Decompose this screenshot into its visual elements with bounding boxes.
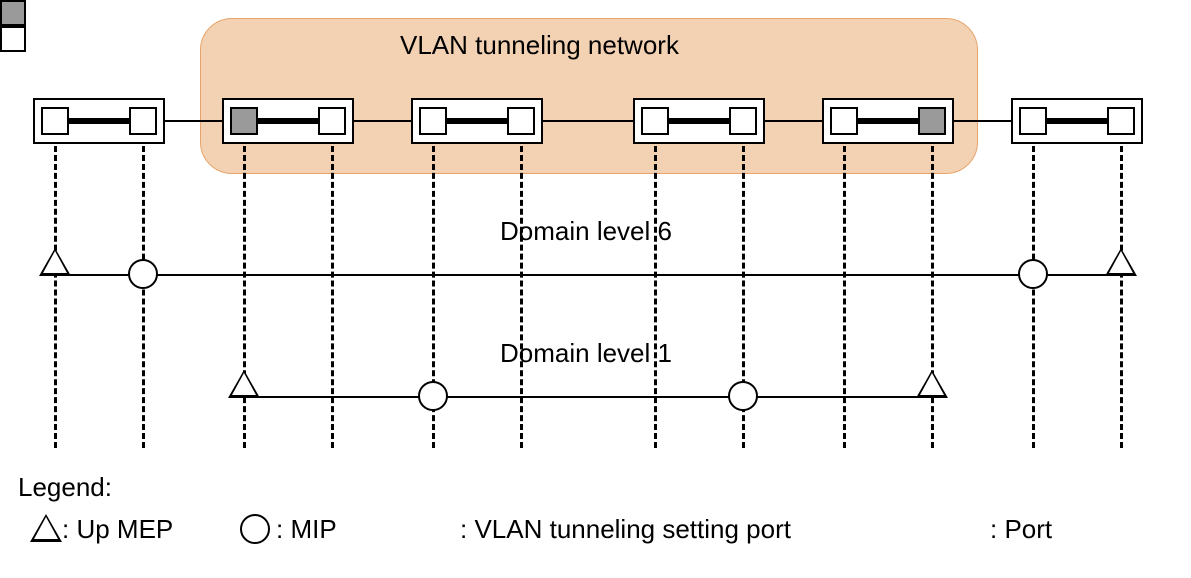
vlan-port (918, 107, 946, 135)
legend-port-icon (0, 26, 26, 52)
port (507, 107, 535, 135)
device-bridge (258, 118, 318, 124)
port (419, 107, 447, 135)
domain-line (55, 274, 1121, 276)
port (1107, 107, 1135, 135)
legend-mip-label: : MIP (276, 514, 337, 545)
guideline (654, 146, 657, 448)
link (165, 120, 222, 122)
guideline (54, 146, 57, 448)
link (765, 120, 822, 122)
port (318, 107, 346, 135)
up-mep-marker (228, 370, 260, 398)
link (543, 120, 633, 122)
diagram-canvas: VLAN tunneling network Domain level 6 Doma… (0, 0, 1191, 578)
tunnel-title: VLAN tunneling network (400, 30, 679, 61)
mip-marker (418, 381, 448, 411)
legend-port-label: : Port (990, 514, 1052, 545)
port (41, 107, 69, 135)
port (1019, 107, 1047, 135)
guideline (931, 146, 934, 448)
legend-title: Legend: (18, 472, 112, 503)
link (354, 120, 411, 122)
port (830, 107, 858, 135)
guideline (142, 146, 145, 448)
legend-upmep-label: : Up MEP (62, 514, 173, 545)
guideline (843, 146, 846, 448)
vlan-port (230, 107, 258, 135)
device-bridge (69, 118, 129, 124)
guideline (520, 146, 523, 448)
guideline (1032, 146, 1035, 448)
up-mep-marker (39, 248, 71, 276)
mip-marker (728, 381, 758, 411)
legend-vlanport-icon (0, 0, 26, 26)
port (641, 107, 669, 135)
device-bridge (858, 118, 918, 124)
device-bridge (669, 118, 729, 124)
device-bridge (447, 118, 507, 124)
guideline (1120, 146, 1123, 448)
domain-line (244, 396, 932, 398)
up-mep-marker (1105, 248, 1137, 276)
guideline (243, 146, 246, 448)
mip-marker (128, 259, 158, 289)
legend-vlanport-label: : VLAN tunneling setting port (460, 514, 791, 545)
port (729, 107, 757, 135)
link (954, 120, 1011, 122)
legend-mip-icon (240, 514, 270, 544)
guideline (331, 146, 334, 448)
legend-upmep-icon (30, 514, 62, 542)
device-bridge (1047, 118, 1107, 124)
domain6-label: Domain level 6 (500, 216, 672, 247)
up-mep-marker (916, 370, 948, 398)
port (129, 107, 157, 135)
domain1-label: Domain level 1 (500, 338, 672, 369)
mip-marker (1018, 259, 1048, 289)
